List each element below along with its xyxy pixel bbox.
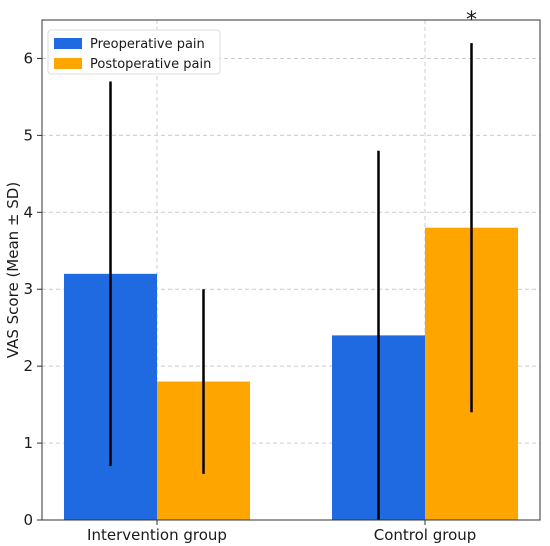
bars (64, 227, 518, 520)
axes (37, 19, 541, 525)
tick-labels: 0 1 2 3 4 5 6 Intervention group Control group (23, 49, 476, 544)
y-tick-label: 5 (23, 126, 33, 144)
error-bars (109, 43, 473, 520)
y-tick-label: 3 (23, 280, 33, 298)
plot-frame (41, 19, 541, 521)
y-axis-label: VAS Score (Mean ± SD) (4, 182, 22, 358)
y-tick-label: 0 (23, 511, 33, 529)
legend-box (47, 29, 221, 75)
annotations: * (466, 8, 477, 33)
legend-label: Preoperative pain (90, 37, 205, 52)
x-tick-label: Control group (374, 526, 477, 544)
legend-swatch (54, 38, 82, 49)
significance-marker: * (466, 8, 477, 33)
y-tick-label: 1 (23, 434, 33, 452)
legend: Preoperative pain Postoperative pain (47, 29, 221, 75)
legend-swatch (54, 58, 82, 69)
y-tick-label: 6 (23, 49, 33, 67)
y-tick-label: 2 (23, 357, 33, 375)
x-tick-label: Intervention group (87, 526, 227, 544)
legend-label: Postoperative pain (90, 57, 211, 72)
y-tick-label: 4 (23, 203, 33, 221)
